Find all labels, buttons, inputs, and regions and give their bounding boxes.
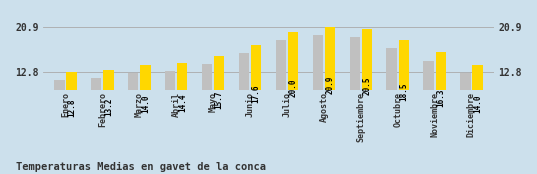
Bar [239, 53, 249, 143]
Bar [398, 40, 409, 143]
Bar [325, 27, 335, 143]
Bar [214, 56, 224, 143]
Bar [165, 71, 175, 143]
Text: 12.8: 12.8 [67, 98, 76, 117]
Bar [436, 52, 446, 143]
Text: 18.5: 18.5 [400, 82, 408, 101]
Bar [54, 80, 64, 143]
Bar [251, 45, 262, 143]
Bar [362, 29, 372, 143]
Text: 16.3: 16.3 [436, 89, 445, 107]
Bar [423, 61, 434, 143]
Bar [91, 78, 101, 143]
Bar [275, 40, 286, 143]
Text: 20.9: 20.9 [325, 76, 335, 94]
Bar [128, 73, 139, 143]
Text: 13.2: 13.2 [104, 97, 113, 116]
Bar [473, 65, 483, 143]
Text: Temperaturas Medias en gavet de la conca: Temperaturas Medias en gavet de la conca [16, 162, 266, 172]
Bar [202, 64, 212, 143]
Bar [350, 37, 360, 143]
Text: 20.5: 20.5 [362, 77, 372, 95]
Text: 17.6: 17.6 [252, 85, 260, 103]
Bar [313, 35, 323, 143]
Text: 20.0: 20.0 [288, 78, 297, 97]
Text: 14.0: 14.0 [141, 95, 150, 113]
Bar [288, 32, 298, 143]
Bar [460, 73, 470, 143]
Bar [103, 70, 114, 143]
Bar [140, 65, 150, 143]
Text: 14.4: 14.4 [178, 94, 187, 112]
Bar [67, 72, 77, 143]
Text: 14.0: 14.0 [473, 95, 482, 113]
Bar [177, 63, 187, 143]
Text: 15.7: 15.7 [215, 90, 224, 109]
Bar [387, 48, 397, 143]
